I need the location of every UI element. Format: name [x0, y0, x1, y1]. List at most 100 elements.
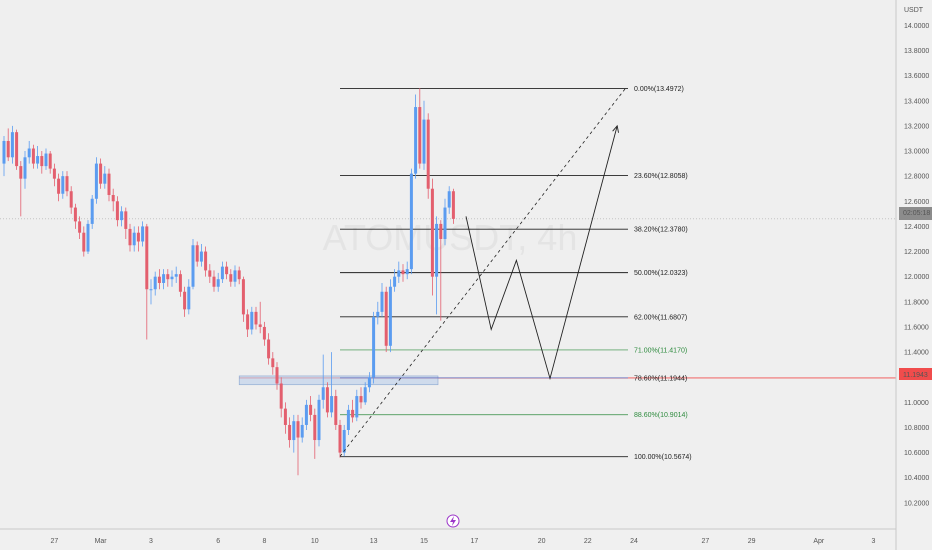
time-tick-label: 22 [584, 538, 592, 545]
fib-label: 23.60%(12.8058) [634, 173, 688, 180]
candle-body [44, 153, 48, 167]
candle-body [195, 245, 199, 262]
plot-background [0, 0, 896, 529]
candle-body [372, 316, 376, 378]
candle-body [132, 232, 136, 246]
fib-label: 0.00%(13.4972) [634, 86, 684, 93]
candle-body [94, 163, 98, 199]
candle-body [351, 409, 355, 418]
candle-body [380, 291, 384, 312]
candle-body [40, 156, 44, 167]
fib-retracement[interactable]: 0.00%(13.4972) 23.60%(12.8058) 38.20%(12.3… [340, 86, 692, 461]
time-tick-label: 17 [471, 538, 479, 545]
candle-body [141, 226, 145, 242]
candle-body [430, 188, 434, 277]
price-tick-label: 12.2000 [904, 249, 929, 256]
price-tick-label: 11.4000 [904, 350, 929, 357]
candle-body [145, 226, 149, 290]
candle-body [73, 207, 77, 222]
candle-body [136, 232, 140, 242]
candle-body [359, 396, 363, 403]
candle-body [10, 132, 14, 158]
candle-body [313, 414, 317, 441]
candle-body [254, 311, 258, 325]
candle-body [187, 286, 191, 310]
candle-body [27, 148, 31, 158]
price-tick-label: 12.8000 [904, 174, 929, 181]
time-tick-label: 6 [216, 538, 220, 545]
candle-body [149, 289, 153, 291]
price-tick-label: 13.8000 [904, 48, 929, 55]
price-tick-label: 11.0000 [904, 400, 929, 407]
candle-body [225, 266, 229, 275]
fib-label: 38.20%(12.3780) [634, 227, 688, 234]
candles-layer [2, 88, 455, 476]
fib-label: 62.00%(11.6807) [634, 314, 687, 321]
candle-body [128, 228, 132, 246]
candle-body [2, 140, 6, 164]
candle-body [246, 314, 250, 330]
candle-body [388, 286, 392, 346]
time-tick-label: 27 [702, 538, 710, 545]
candle-body [288, 424, 292, 441]
candle-body [296, 421, 300, 438]
candle-body [48, 153, 52, 169]
candle-body [435, 223, 439, 277]
candle-body [204, 251, 208, 271]
projection-arrowhead [612, 124, 619, 133]
candle-body [61, 176, 65, 194]
candle-body [36, 156, 40, 164]
demand-zone [238, 375, 439, 386]
price-tick-label: 13.6000 [904, 73, 929, 80]
projection-path[interactable] [465, 125, 618, 381]
candle-body [443, 207, 447, 239]
time-tick-label: 24 [630, 538, 638, 545]
current-price-tag: 02:05:18 [899, 207, 932, 220]
candle-body [317, 399, 321, 441]
candle-body [220, 266, 224, 280]
symbol-watermark: ATOMUSDT, 4h [323, 217, 578, 258]
candle-body [279, 383, 283, 409]
candle-body [115, 201, 119, 221]
price-tick-label: 11.8000 [904, 299, 929, 306]
time-tick-label: Mar [95, 538, 108, 545]
candle-body [170, 276, 174, 280]
price-tick-label: 12.4000 [904, 224, 929, 231]
candle-body [65, 176, 69, 192]
price-tick-label: 12.0000 [904, 274, 929, 281]
candle-body [321, 387, 325, 400]
candle-body [153, 276, 157, 290]
candle-body [439, 223, 443, 239]
candle-body [325, 387, 329, 413]
candle-body [304, 404, 308, 425]
candle-body [199, 251, 203, 262]
candle-body [111, 195, 115, 202]
drawings-layer[interactable] [339, 87, 626, 457]
flash-icon[interactable] [446, 514, 460, 528]
price-tick-label: 13.2000 [904, 123, 929, 130]
candle-body [241, 279, 245, 315]
candle-body [309, 404, 313, 415]
price-tick-label: 13.4000 [904, 98, 929, 105]
candle-body [208, 270, 212, 277]
candle-body [283, 408, 287, 425]
candle-body [342, 429, 346, 453]
price-tick-label: 10.4000 [904, 475, 929, 482]
candle-body [237, 270, 241, 280]
candle-body [346, 409, 350, 430]
candle-body [162, 274, 166, 283]
candle-body [334, 396, 338, 425]
candle-body [57, 178, 61, 194]
candle-body [174, 274, 178, 277]
time-tick-label: 3 [871, 538, 875, 545]
price-tick-label: 13.0000 [904, 149, 929, 156]
candle-body [212, 276, 216, 287]
candle-body [6, 140, 10, 158]
candle-body [15, 132, 19, 167]
svg-text:02:05:18: 02:05:18 [903, 210, 930, 217]
time-tick-label: 15 [420, 538, 428, 545]
candle-body [19, 166, 23, 179]
candle-body [191, 245, 195, 287]
